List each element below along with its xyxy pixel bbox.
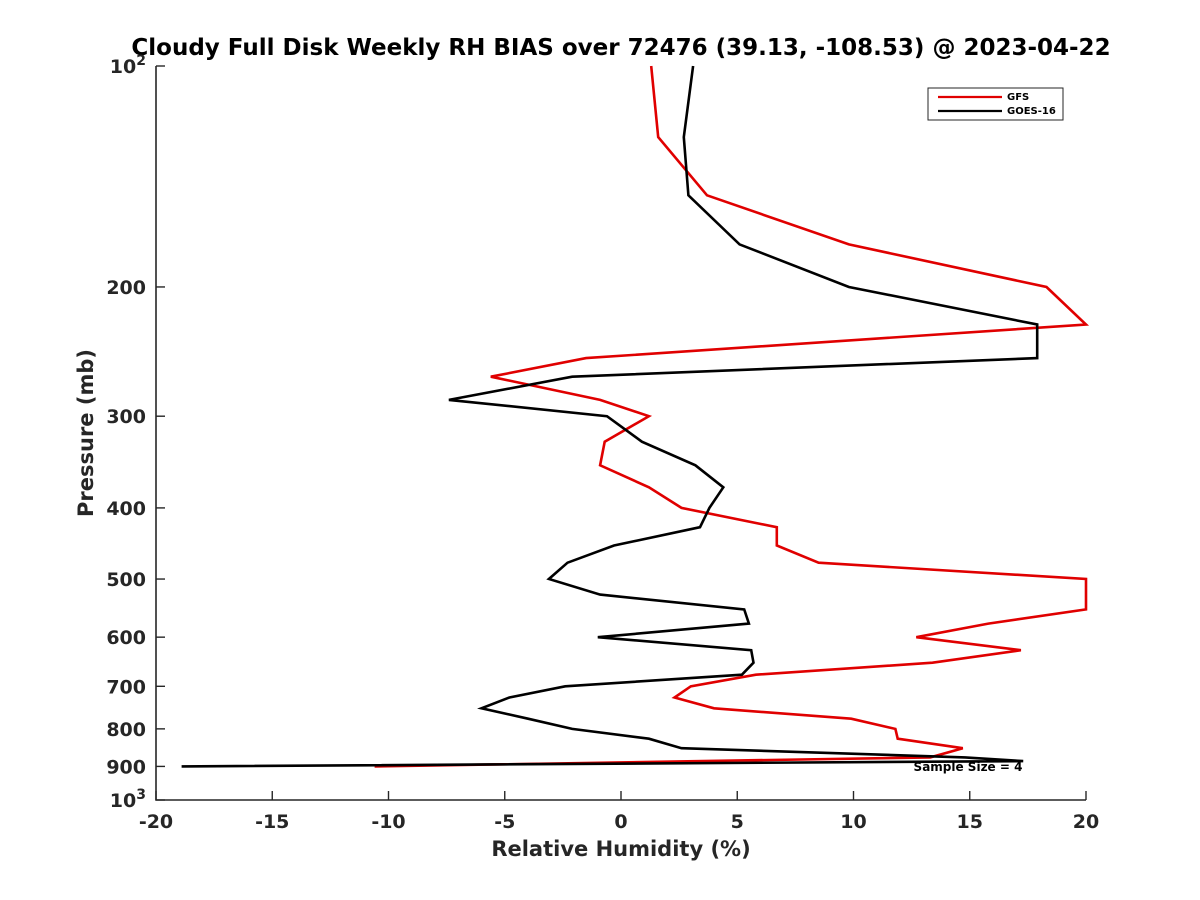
x-tick-label: 0: [614, 811, 627, 833]
sample-size-annotation: Sample Size = 4: [914, 760, 1023, 774]
y-tick-label: 103: [110, 787, 146, 812]
y-axis: 102 200 300 400 500 600 700 800 900 103: [106, 53, 165, 812]
y-tick-label: 400: [106, 498, 146, 520]
x-tick-label: 5: [731, 811, 744, 833]
legend-label-goes16: GOES-16: [1007, 106, 1056, 117]
legend: GFS GOES-16: [927, 87, 1064, 121]
x-tick-label: -5: [494, 811, 515, 833]
y-tick-label: 300: [106, 406, 146, 428]
x-tick-label: 15: [957, 811, 983, 833]
x-axis: -20 -15 -10 -5 0 5 10 15 20: [139, 791, 1099, 833]
series-line-goes16: [181, 65, 1039, 768]
y-tick-label: 900: [106, 756, 146, 778]
y-tick-label: 600: [106, 627, 146, 649]
legend-box: [927, 87, 1064, 121]
x-tick-label: -15: [255, 811, 289, 833]
x-tick-label: -10: [371, 811, 405, 833]
x-tick-label: 10: [840, 811, 866, 833]
legend-label-gfs: GFS: [1007, 92, 1029, 103]
x-axis-label: Relative Humidity (%): [491, 837, 750, 861]
y-tick-label: 500: [106, 569, 146, 591]
x-tick-label: 20: [1073, 811, 1099, 833]
chart-title: Cloudy Full Disk Weekly RH BIAS over 724…: [131, 35, 1110, 61]
y-tick-label: 700: [106, 676, 146, 698]
series-layer: [181, 65, 1090, 768]
x-tick-label: -20: [139, 811, 173, 833]
series-line-gfs: [374, 65, 1090, 768]
y-tick-label: 200: [106, 277, 146, 299]
y-axis-label: Pressure (mb): [74, 349, 98, 517]
y-tick-label: 102: [110, 53, 146, 78]
y-tick-label: 800: [106, 719, 146, 741]
